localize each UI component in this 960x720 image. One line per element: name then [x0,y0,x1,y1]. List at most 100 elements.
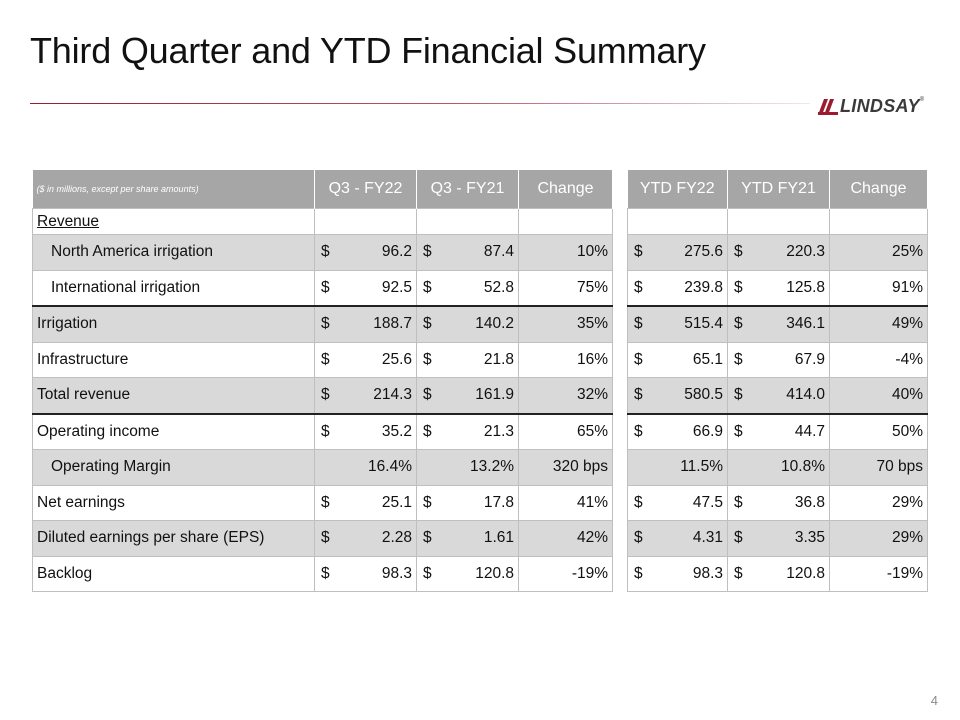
cell-value: 41% [576,493,608,511]
currency-symbol: $ [734,350,743,368]
currency-symbol: $ [321,315,330,333]
value-cell: $21.8 [416,341,519,378]
currency-symbol: $ [634,422,643,440]
lindsay-logo: LINDSAY ® [818,96,924,117]
value-cell: $120.8 [727,555,830,592]
change-cell [829,208,928,235]
cell-value: 98.3 [692,564,723,582]
value-cell: $120.8 [416,555,519,592]
logo-wordmark: LINDSAY [840,96,920,116]
change-cell: -19% [518,555,613,592]
currency-symbol: $ [734,243,743,261]
value-cell: $188.7 [314,305,417,343]
table-row: International irrigation $92.5 $52.8 75% [32,269,613,307]
cell-value: 35.2 [381,422,412,440]
column-header-ytd-change: Change [829,170,928,209]
table-row: $65.1 $67.9 -4% [627,341,928,378]
currency-symbol: $ [734,278,743,296]
value-cell: $4.31 [627,520,728,557]
value-cell: $66.9 [627,412,728,450]
cell-value: 4.31 [692,529,723,547]
value-cell: $220.3 [727,234,830,271]
cell-value: 214.3 [373,386,412,404]
cell-value: 275.6 [684,243,723,261]
row-label: Net earnings [32,484,315,521]
cell-value: 49% [891,315,923,333]
column-header-change: Change [518,170,613,209]
value-cell: $98.3 [627,555,728,592]
value-cell: $44.7 [727,412,830,450]
cell-value: 16% [576,350,608,368]
cell-value: 21.3 [483,422,514,440]
change-cell: 42% [518,520,613,557]
currency-symbol: $ [734,564,743,582]
table-row: $239.8 $125.8 91% [627,269,928,307]
cell-value: 66.9 [692,422,723,440]
currency-symbol: $ [734,529,743,547]
change-cell: 91% [829,269,928,307]
change-cell: 10% [518,234,613,271]
currency-symbol: $ [634,564,643,582]
cell-value: 25.1 [381,493,412,511]
row-label: Revenue [32,208,315,235]
cell-value: 52.8 [483,278,514,296]
currency-symbol: $ [634,315,643,333]
table-row: North America irrigation $96.2 $87.4 10% [32,234,613,271]
value-cell: $214.3 [314,377,417,414]
table-row: Operating Margin 16.4% 13.2% 320 bps [32,449,613,486]
page-title: Third Quarter and YTD Financial Summary [30,30,706,71]
change-cell: 70 bps [829,449,928,486]
cell-value: 188.7 [373,315,412,333]
column-header-q3-fy21: Q3 - FY21 [416,170,519,209]
currency-symbol: $ [321,529,330,547]
change-cell: 35% [518,305,613,343]
change-cell: 50% [829,412,928,450]
change-cell: 25% [829,234,928,271]
cell-value: 10% [576,243,608,261]
table-row: $98.3 $120.8 -19% [627,555,928,592]
cell-value: 42% [576,529,608,547]
currency-symbol: $ [321,243,330,261]
cell-value: 96.2 [381,243,412,261]
cell-value: 140.2 [475,315,514,333]
value-cell: $36.8 [727,484,830,521]
cell-value: 3.35 [794,529,825,547]
cell-value: 346.1 [786,315,825,333]
value-cell [627,208,728,235]
currency-symbol: $ [734,386,743,404]
row-label: Operating Margin [32,449,315,486]
change-cell: -19% [829,555,928,592]
table-row: Revenue [32,208,613,235]
logo-trademark: ® [919,97,925,103]
value-cell: $47.5 [627,484,728,521]
row-label: Operating income [32,412,315,450]
value-cell: $17.8 [416,484,519,521]
cell-value: -19% [886,564,923,582]
table-row: Irrigation $188.7 $140.2 35% [32,305,613,343]
value-cell: $87.4 [416,234,519,271]
currency-symbol: $ [423,243,432,261]
cell-value: 92.5 [381,278,412,296]
cell-value: 239.8 [684,278,723,296]
table-row: Infrastructure $25.6 $21.8 16% [32,341,613,378]
cell-value: 17.8 [483,493,514,511]
cell-value: 220.3 [786,243,825,261]
value-cell: $580.5 [627,377,728,414]
lindsay-logo-icon [818,98,838,115]
cell-value: 44.7 [794,422,825,440]
value-cell: $96.2 [314,234,417,271]
currency-symbol: $ [423,386,432,404]
currency-symbol: $ [321,350,330,368]
cell-value: 25% [891,243,923,261]
cell-value: 161.9 [475,386,514,404]
cell-value: 580.5 [684,386,723,404]
change-cell: 32% [518,377,613,414]
cell-value: 120.8 [475,564,514,582]
cell-value: 16.4% [368,458,412,476]
value-cell: $92.5 [314,269,417,307]
change-cell [518,208,613,235]
cell-value: 11.5% [680,458,723,476]
cell-value: 40% [891,386,923,404]
value-cell: $346.1 [727,305,830,343]
cell-value: 65.1 [692,350,723,368]
